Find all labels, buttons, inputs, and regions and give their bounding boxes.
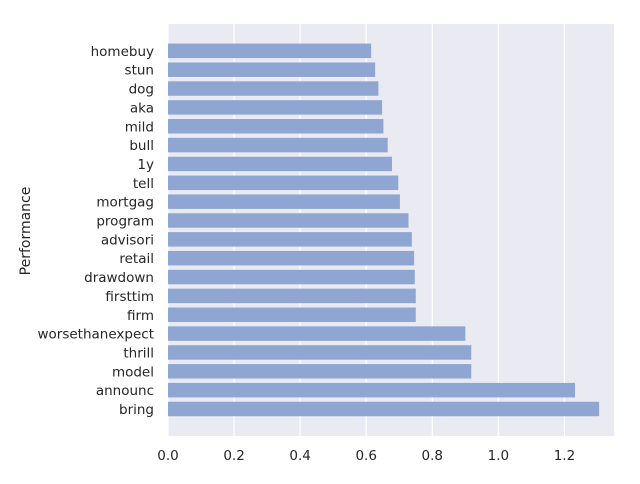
- bar-1y: [168, 156, 392, 172]
- bar-homebuy: [168, 43, 372, 59]
- bar-dog: [168, 81, 379, 96]
- y-tick-label: announc: [96, 383, 154, 399]
- y-tick-label: mild: [125, 119, 154, 135]
- y-tick-label: tell: [133, 176, 154, 192]
- bar-firsttim: [168, 288, 416, 304]
- bar-aka: [168, 100, 383, 115]
- x-tick-label: 1.0: [488, 448, 509, 464]
- y-tick-label: advisori: [101, 232, 154, 248]
- bar-bring: [168, 401, 600, 417]
- bar-mortgag: [168, 194, 400, 209]
- y-tick-label: aka: [130, 100, 154, 116]
- y-tick-label: retail: [119, 251, 154, 267]
- x-tick-label: 0.8: [422, 448, 443, 464]
- y-tick-label: drawdown: [84, 270, 154, 286]
- y-tick-label: homebuy: [91, 44, 154, 60]
- y-tick-label: thrill: [123, 345, 154, 361]
- y-tick-label: bring: [119, 402, 154, 418]
- y-tick-label: worsethanexpect: [37, 327, 154, 343]
- bar-worsethanexpect: [168, 326, 466, 341]
- bar-mild: [168, 119, 384, 134]
- bar-retail: [168, 250, 415, 266]
- y-tick-label: program: [96, 214, 154, 230]
- bar-bull: [168, 137, 388, 153]
- bar-firm: [168, 307, 416, 322]
- bar-advisori: [168, 232, 412, 247]
- x-tick-label: 0.4: [289, 448, 310, 464]
- bar-stun: [168, 62, 376, 77]
- y-tick-labels: bring announc model thrill worsethanexpect fi…: [37, 44, 154, 418]
- bar-tell: [168, 175, 399, 191]
- bar-program: [168, 213, 409, 228]
- y-tick-label: 1y: [137, 157, 154, 173]
- y-tick-label: firm: [127, 308, 154, 324]
- x-tick-label: 0.0: [157, 448, 178, 464]
- y-tick-label: stun: [125, 63, 154, 79]
- y-tick-label: firsttim: [105, 289, 154, 305]
- x-tick-labels: 0.0 0.2 0.4 0.6 0.8 1.0 1.2: [157, 448, 575, 464]
- bar-thrill: [168, 345, 472, 360]
- x-tick-label: 1.2: [554, 448, 575, 464]
- y-tick-label: model: [112, 364, 154, 380]
- bar-announc: [168, 382, 576, 398]
- y-tick-label: mortgag: [96, 195, 154, 211]
- y-tick-label: bull: [129, 138, 154, 154]
- y-tick-label: dog: [129, 82, 154, 98]
- y-axis-label: Performance: [18, 187, 34, 276]
- x-tick-label: 0.6: [355, 448, 376, 464]
- bar-drawdown: [168, 269, 415, 285]
- x-tick-label: 0.2: [223, 448, 244, 464]
- bars: [168, 43, 600, 417]
- bar-model: [168, 364, 472, 379]
